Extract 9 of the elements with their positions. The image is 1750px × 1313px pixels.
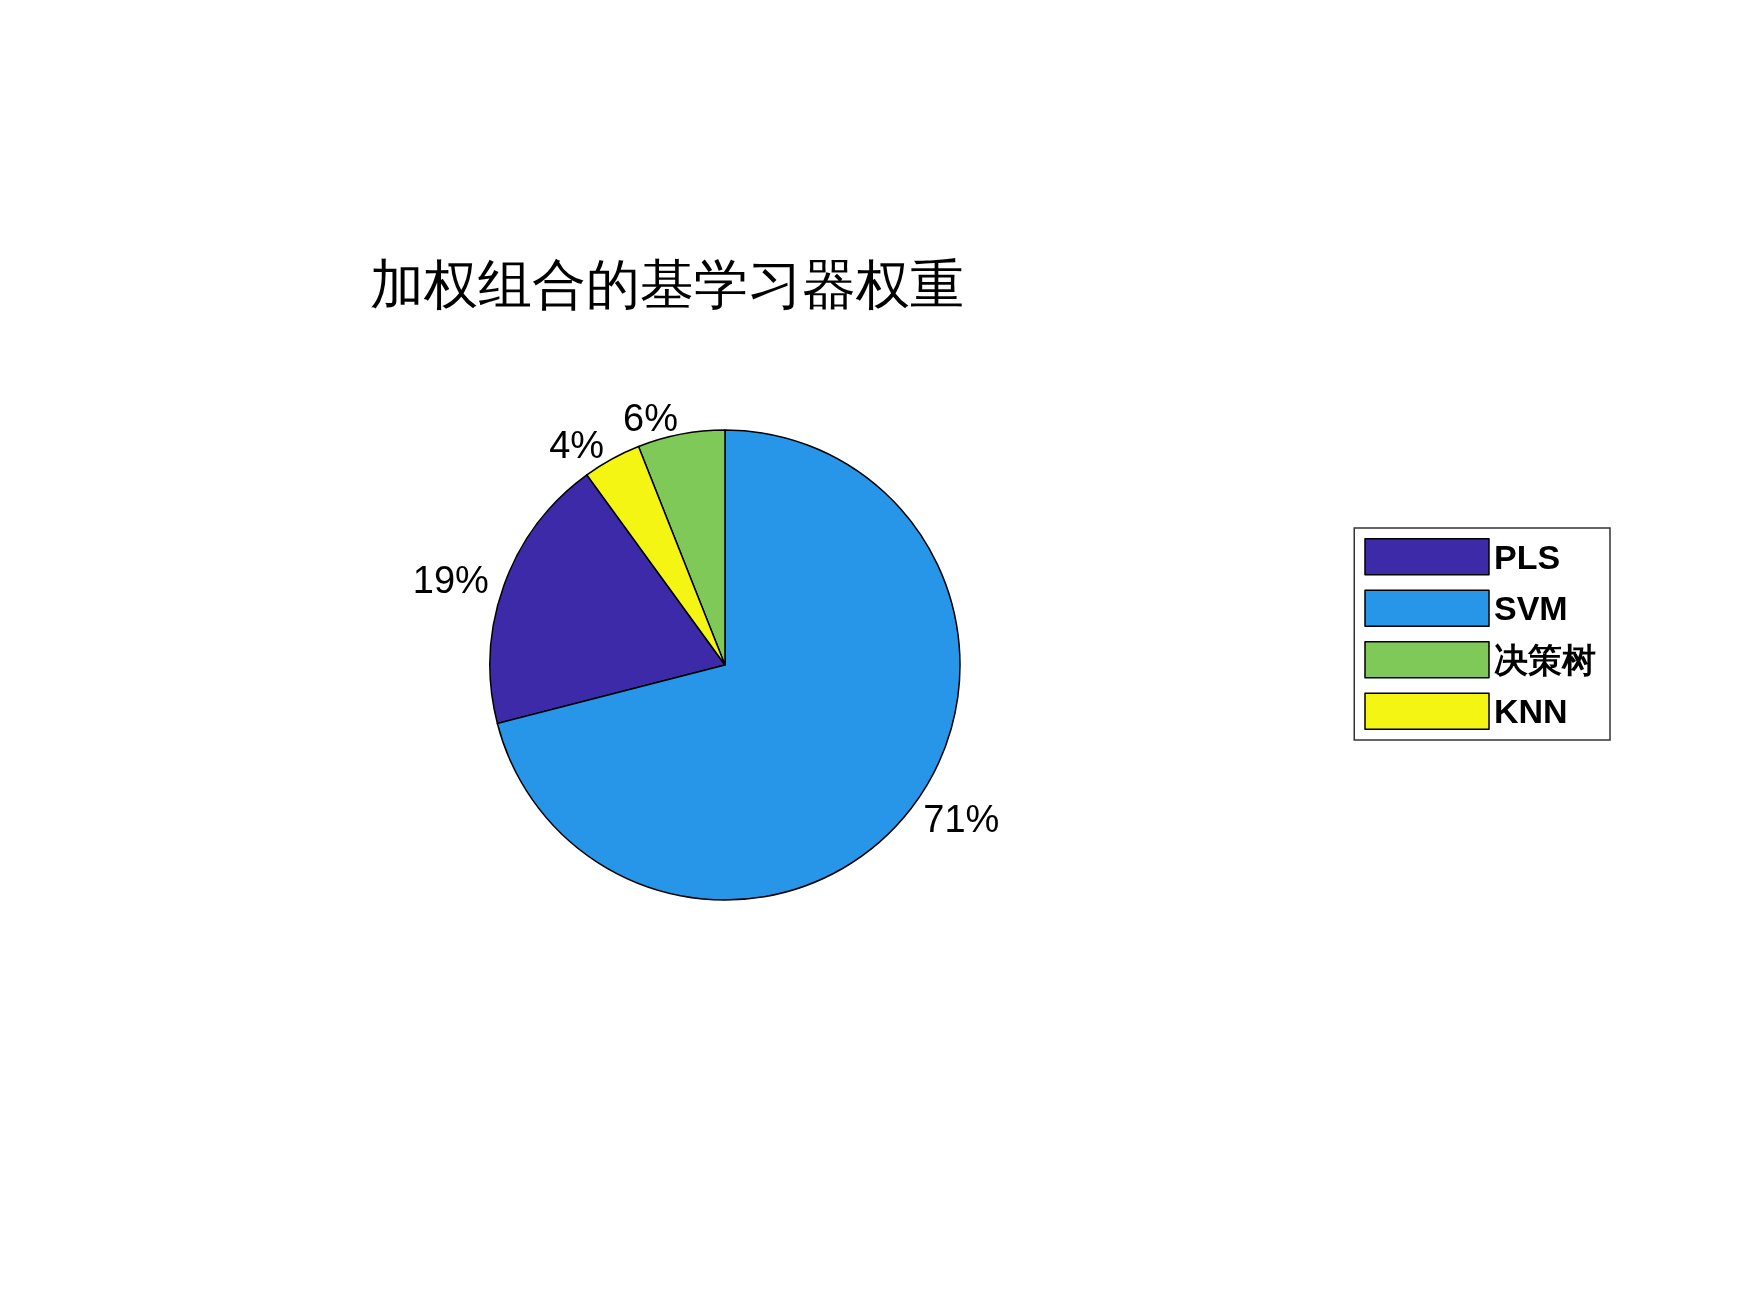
legend-label: 决策树	[1494, 640, 1596, 679]
chart-title: 加权组合的基学习器权重	[370, 252, 964, 316]
data-label: 6%	[623, 397, 678, 440]
legend-label: SVM	[1494, 589, 1568, 628]
data-label: 71%	[923, 797, 1000, 840]
data-label: 19%	[412, 558, 489, 601]
legend-label: PLS	[1494, 537, 1561, 576]
legend-label: KNN	[1494, 692, 1568, 731]
data-label: 4%	[549, 424, 605, 467]
